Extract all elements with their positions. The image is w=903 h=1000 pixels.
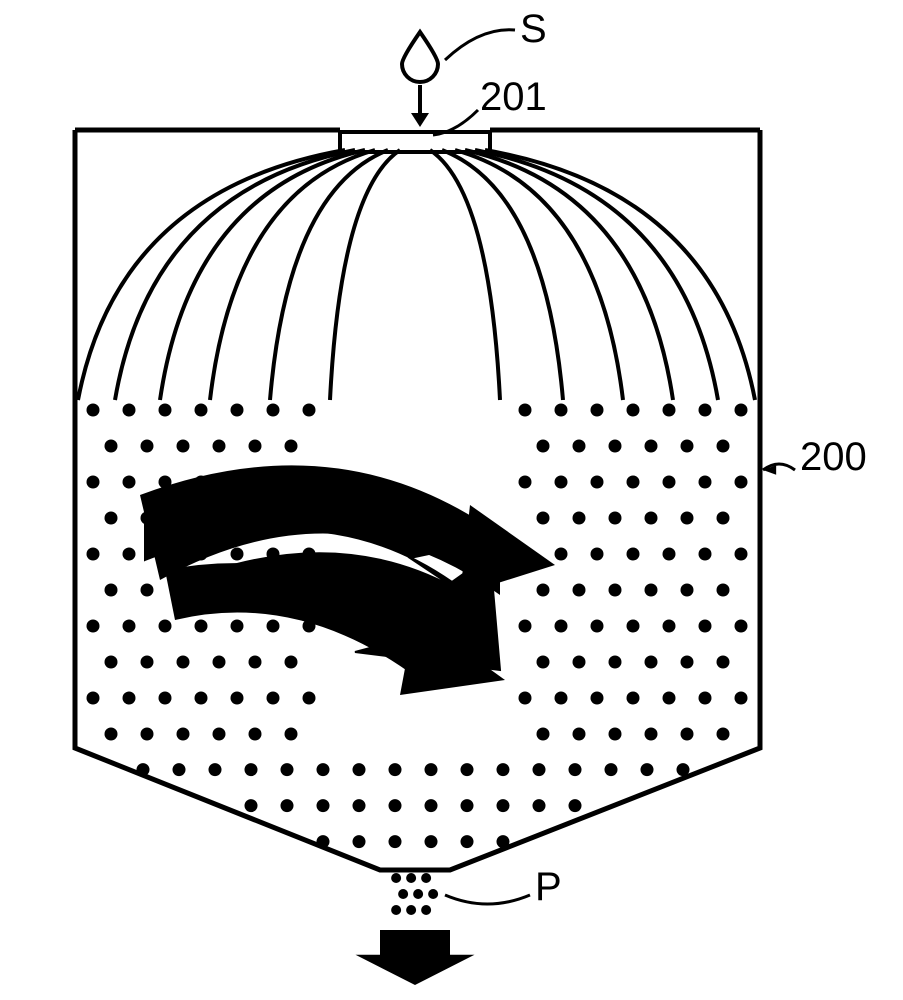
label-atomizer: 201 [480,75,547,119]
label-output: P [535,865,562,909]
output-particle [406,873,416,883]
label-input: S [520,7,547,51]
output-particle [428,889,438,899]
output-particle [391,873,401,883]
label-chamber: 200 [800,435,867,479]
output-particle [398,889,408,899]
output-particle [391,905,401,915]
spray-curve-left [330,150,400,400]
spray-dryer-diagram: S 201 200 P [0,0,903,1000]
output-particle [413,889,423,899]
output-particle [406,905,416,915]
droplet-icon [402,32,438,82]
spray-curve-left [115,150,355,400]
spray-curve-right [475,150,718,400]
output-arrow [356,930,475,985]
input-arrow-head [411,113,429,127]
spray-curve-right [430,150,500,400]
leader-P [445,895,530,904]
output-particle [421,873,431,883]
output-particle [421,905,431,915]
leader-S [445,30,515,60]
